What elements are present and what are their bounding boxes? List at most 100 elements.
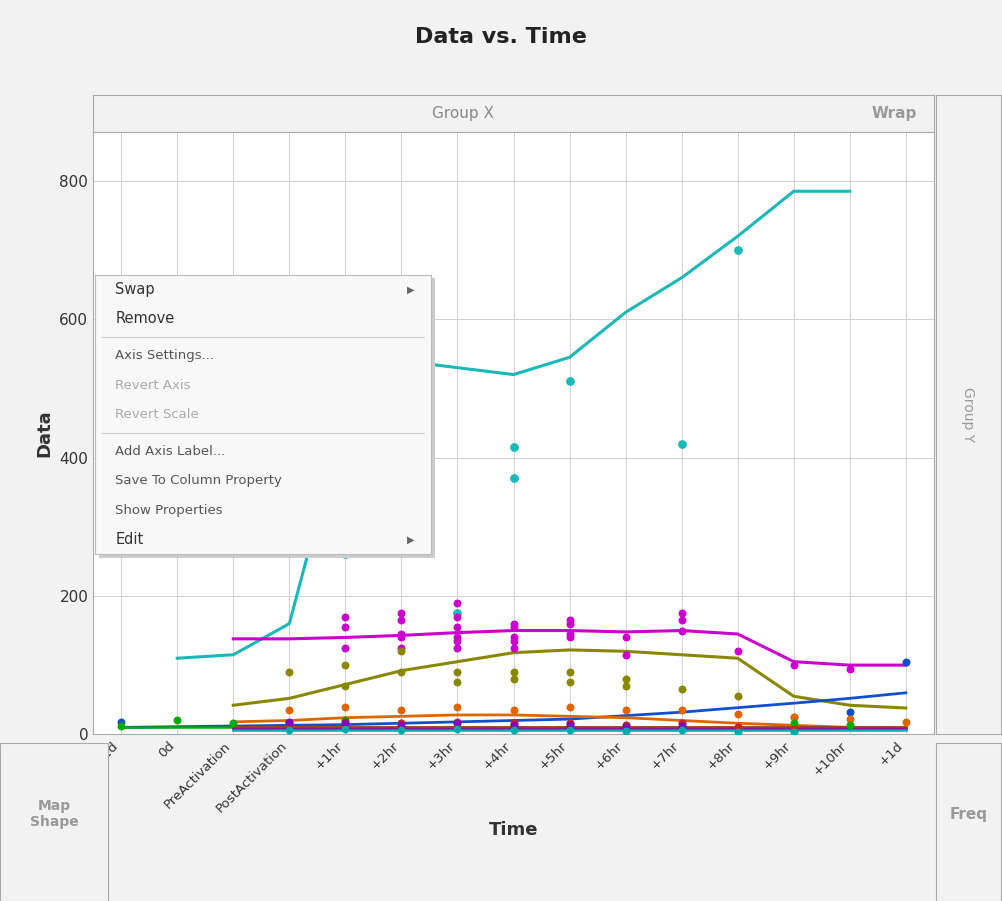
- Point: [282, 716, 298, 731]
- Point: [505, 620, 521, 634]
- Point: [617, 703, 633, 717]
- Point: [505, 471, 521, 486]
- Point: [338, 716, 354, 731]
- Point: [617, 718, 633, 733]
- Point: [338, 609, 354, 623]
- Point: [394, 703, 410, 717]
- Point: [729, 689, 745, 704]
- Point: [729, 720, 745, 734]
- Text: Save To Column Property: Save To Column Property: [115, 474, 283, 487]
- Point: [673, 623, 689, 638]
- Point: [842, 705, 858, 719]
- Point: [561, 723, 577, 737]
- Text: Edit: Edit: [115, 532, 143, 547]
- Point: [505, 718, 521, 733]
- Point: [729, 243, 745, 258]
- Point: [225, 716, 241, 731]
- Text: Group Y: Group Y: [962, 387, 975, 442]
- Point: [505, 703, 521, 717]
- Text: Add Axis Label...: Add Axis Label...: [115, 445, 225, 458]
- Point: [394, 665, 410, 679]
- Point: [282, 665, 298, 679]
- Point: [338, 714, 354, 728]
- Point: [338, 722, 354, 736]
- Point: [561, 613, 577, 627]
- Text: Show Properties: Show Properties: [115, 504, 223, 516]
- Point: [786, 658, 802, 672]
- Point: [729, 706, 745, 721]
- Point: [505, 631, 521, 645]
- Text: Wrap: Wrap: [872, 106, 917, 121]
- Text: Axis Settings...: Axis Settings...: [115, 350, 214, 362]
- Text: Revert Scale: Revert Scale: [115, 408, 199, 421]
- Point: [450, 714, 466, 729]
- Point: [450, 716, 466, 731]
- Point: [394, 717, 410, 732]
- Point: [338, 547, 354, 561]
- Point: [617, 718, 633, 733]
- Text: Data vs. Time: Data vs. Time: [415, 27, 587, 47]
- Text: Freq: Freq: [950, 806, 987, 822]
- Point: [617, 724, 633, 738]
- Point: [450, 609, 466, 623]
- Point: [505, 717, 521, 732]
- Point: [673, 613, 689, 627]
- Point: [561, 716, 577, 731]
- Point: [450, 716, 466, 731]
- Point: [450, 596, 466, 610]
- Point: [673, 682, 689, 696]
- Point: [450, 722, 466, 736]
- Point: [505, 641, 521, 655]
- Point: [786, 722, 802, 736]
- Point: [617, 672, 633, 687]
- Point: [450, 606, 466, 621]
- Point: [505, 723, 521, 737]
- Point: [505, 633, 521, 648]
- Point: [561, 675, 577, 689]
- Point: [617, 631, 633, 645]
- Point: [786, 725, 802, 740]
- Point: [394, 613, 410, 627]
- Point: [394, 641, 410, 655]
- Point: [561, 627, 577, 642]
- Point: [338, 678, 354, 693]
- Point: [729, 724, 745, 739]
- Point: [842, 712, 858, 726]
- Text: Group X: Group X: [432, 106, 494, 121]
- Point: [505, 665, 521, 679]
- Point: [842, 661, 858, 676]
- Point: [338, 699, 354, 714]
- Point: [505, 716, 521, 731]
- Point: [394, 723, 410, 737]
- Point: [898, 714, 914, 729]
- Point: [505, 440, 521, 454]
- Point: [561, 716, 577, 731]
- Point: [898, 654, 914, 669]
- Point: [394, 631, 410, 645]
- Point: [338, 620, 354, 634]
- Point: [673, 719, 689, 733]
- Text: Swap: Swap: [115, 282, 155, 297]
- Point: [338, 714, 354, 729]
- Point: [786, 710, 802, 724]
- Point: [786, 710, 802, 724]
- Text: Remove: Remove: [115, 312, 174, 326]
- Point: [505, 672, 521, 687]
- Point: [673, 723, 689, 737]
- Point: [673, 716, 689, 731]
- Point: [450, 675, 466, 689]
- Point: [450, 620, 466, 634]
- Point: [394, 716, 410, 731]
- Point: [394, 644, 410, 659]
- Point: [842, 718, 858, 733]
- X-axis label: Time: Time: [489, 821, 538, 839]
- Point: [617, 678, 633, 693]
- Text: Map
Shape: Map Shape: [30, 799, 78, 830]
- Point: [617, 720, 633, 734]
- Point: [673, 716, 689, 731]
- Text: ▶: ▶: [407, 534, 415, 544]
- Point: [282, 714, 298, 729]
- Point: [561, 616, 577, 631]
- Text: ▶: ▶: [407, 285, 415, 295]
- Point: [394, 606, 410, 621]
